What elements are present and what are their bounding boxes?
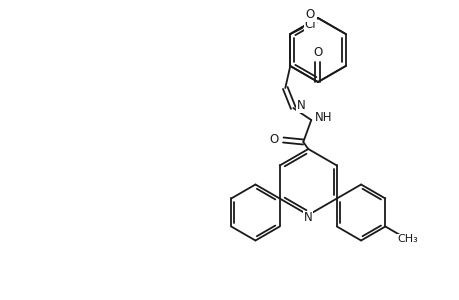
Text: O: O: [305, 8, 314, 22]
Text: O: O: [313, 46, 322, 59]
Text: NH: NH: [314, 112, 331, 124]
Text: O: O: [269, 134, 278, 146]
Text: Cl: Cl: [304, 17, 315, 31]
Text: N: N: [303, 212, 312, 224]
Text: CH₃: CH₃: [397, 235, 417, 244]
Text: N: N: [296, 100, 305, 112]
